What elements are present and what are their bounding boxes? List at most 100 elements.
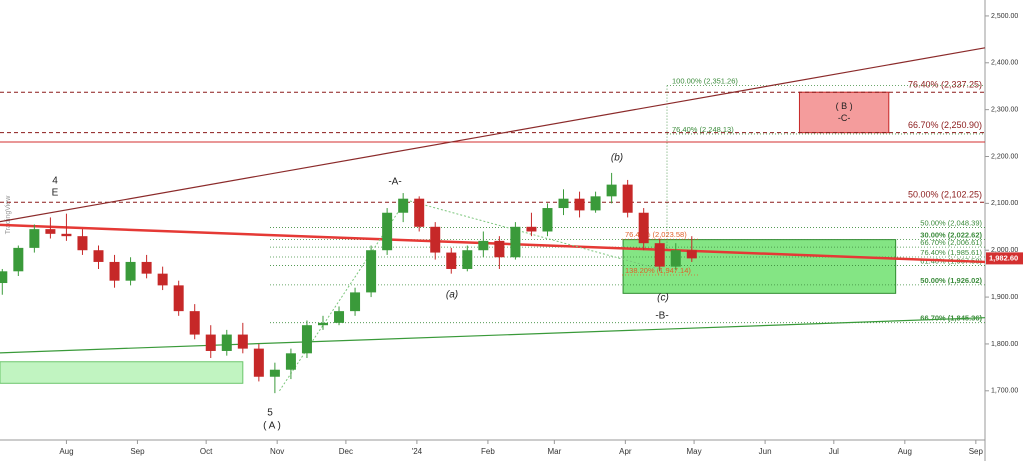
candle-body	[430, 226, 441, 253]
x-tick-label: Apr	[619, 447, 632, 456]
candle-body	[141, 261, 152, 274]
wave-label: ( A )	[263, 421, 281, 432]
fib-level-label: 76.40% (2,337.25)	[908, 80, 982, 90]
watermark: TradingView	[5, 195, 12, 234]
y-tick-label: 2,200.00	[991, 153, 1018, 160]
candle-body	[13, 247, 24, 272]
fib-label: 100.00% (2,351.26)	[672, 77, 738, 86]
candle-body	[285, 353, 296, 370]
price-tag-label: 1,982.60	[989, 253, 1018, 262]
candle-body	[606, 184, 617, 197]
candle-body	[237, 334, 248, 349]
candle-body	[478, 240, 489, 251]
x-tick-label: Dec	[339, 447, 353, 456]
price-tag	[986, 252, 1023, 265]
x-tick-label: Feb	[481, 447, 495, 456]
candle-body	[0, 271, 8, 284]
candle-body	[622, 184, 633, 213]
y-tick-label: 1,700.00	[991, 388, 1018, 395]
candle-body	[29, 229, 40, 248]
candle-body	[590, 196, 601, 211]
wave-label: 5	[267, 408, 273, 419]
trendline	[0, 317, 986, 354]
candle-body	[157, 273, 168, 286]
wave-label: E	[52, 188, 59, 199]
y-tick-label: 1,900.00	[991, 294, 1018, 301]
candle-body	[366, 250, 377, 293]
candle-body	[638, 212, 649, 244]
candle-body	[93, 250, 104, 262]
candle-body	[221, 334, 232, 351]
zone-box	[622, 239, 897, 294]
candle-body	[253, 348, 264, 377]
fib-label: 30.00% (2,022.62)	[920, 231, 982, 240]
candle-body	[125, 261, 136, 281]
x-tick-label: Oct	[200, 447, 213, 456]
candle-body	[526, 226, 537, 232]
candle-body	[542, 208, 553, 232]
zone-box	[0, 361, 244, 384]
candle-body	[45, 229, 56, 234]
candle-body	[189, 311, 200, 335]
candle-body	[462, 250, 473, 269]
x-tick-label: Aug	[59, 447, 73, 456]
candle-body	[109, 261, 120, 281]
candle-body	[654, 243, 665, 267]
candle-body	[317, 322, 328, 326]
candle-body	[510, 226, 521, 258]
x-tick-label: Nov	[270, 447, 284, 456]
candle-body	[382, 212, 393, 251]
candle-body	[494, 240, 505, 258]
trendline	[409, 200, 663, 271]
candle-body	[61, 233, 72, 237]
candle-body	[269, 369, 280, 377]
candle-body	[686, 250, 697, 259]
fib-level-label: 66.70% (2,250.90)	[908, 120, 982, 130]
candle-body	[350, 292, 361, 312]
y-tick-label: 2,100.00	[991, 200, 1018, 207]
trendline	[0, 47, 986, 223]
y-tick-label: 2,400.00	[991, 60, 1018, 67]
wave-label: (b)	[611, 153, 623, 164]
candle-body	[77, 236, 88, 251]
candle-body	[574, 198, 585, 211]
candle-body	[301, 325, 312, 354]
fib-label: 66.70% (1,845.36)	[920, 314, 982, 323]
y-tick-label: 2,000.00	[991, 247, 1018, 254]
fib-label: 76.40% (2,248.13)	[672, 125, 734, 134]
y-tick-label: 1,800.00	[991, 341, 1018, 348]
zone-box	[798, 91, 890, 134]
candle-body	[558, 198, 569, 209]
wave-label: -B-	[655, 311, 668, 322]
box-label: -C-	[838, 113, 851, 123]
candle-body	[173, 285, 184, 312]
fib-label: 66.70% (2,006.61)	[920, 238, 982, 247]
y-tick-label: 2,500.00	[991, 13, 1018, 20]
x-tick-label: May	[687, 447, 702, 456]
candle-body	[205, 334, 216, 351]
wave-label: (a)	[446, 290, 458, 301]
fib-label: 76.40% (1,985.61)	[920, 248, 982, 257]
wave-label: 4	[52, 176, 58, 187]
wave-label: (c)	[657, 293, 669, 304]
x-tick-label: Mar	[547, 447, 561, 456]
y-tick-label: 2,300.00	[991, 106, 1018, 113]
fib-label: 50.00% (1,926.02)	[920, 276, 982, 285]
fib-level-label: 50.00% (2,102.25)	[908, 190, 982, 200]
x-tick-label: Aug	[898, 447, 912, 456]
candle-body	[670, 250, 681, 267]
x-tick-label: '24	[412, 447, 423, 456]
box-label: ( B )	[836, 101, 853, 111]
fib-label: 50.00% (2,048.39)	[920, 219, 982, 228]
candle-body	[334, 311, 345, 323]
wave-label: -A-	[388, 177, 401, 188]
x-tick-label: Jul	[829, 447, 839, 456]
x-tick-label: Sep	[130, 447, 145, 456]
x-tick-label: Sep	[969, 447, 984, 456]
candle-body	[414, 198, 425, 227]
x-tick-label: Jun	[759, 447, 772, 456]
candle-body	[446, 252, 457, 269]
fib-label: 76.40% (2,023.58)	[625, 230, 687, 239]
fib-label: 138.20% (1,947.14)	[625, 266, 691, 275]
candle-body	[398, 198, 409, 213]
